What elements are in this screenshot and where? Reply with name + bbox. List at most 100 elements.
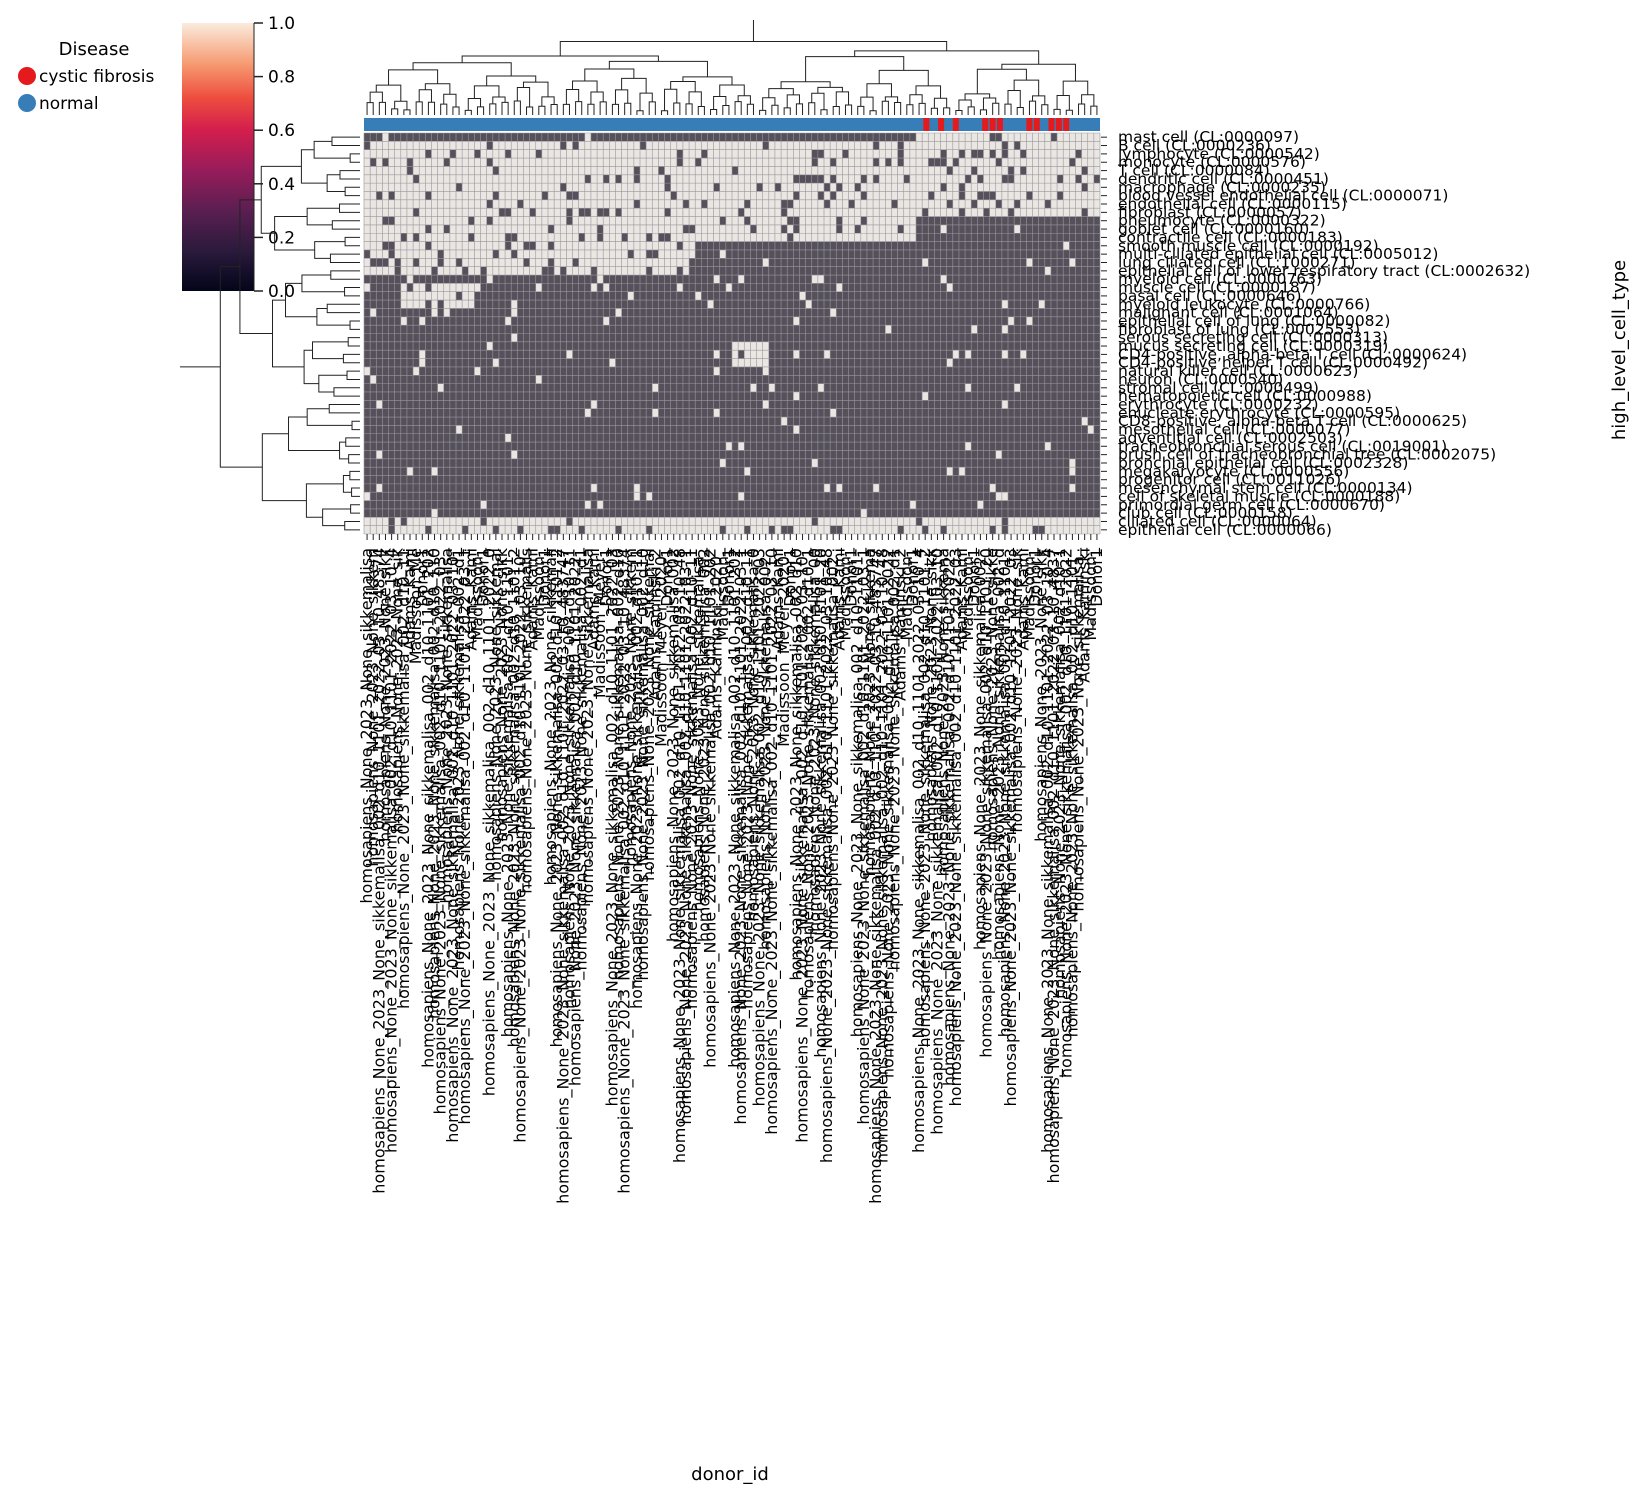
heatmap-cell bbox=[406, 216, 414, 225]
heatmap-cell bbox=[768, 233, 775, 242]
heatmap-cell bbox=[382, 525, 389, 534]
dendrogram-link bbox=[811, 92, 825, 110]
heatmap-cell bbox=[768, 149, 775, 159]
dendrogram-link bbox=[415, 101, 423, 115]
heatmap-cell bbox=[431, 208, 438, 217]
colorbar-tick-label: 0.6 bbox=[268, 121, 295, 141]
heatmap-cell bbox=[744, 174, 751, 184]
heatmap-cell bbox=[566, 258, 573, 267]
heatmap-cell bbox=[750, 216, 757, 225]
heatmap-cell bbox=[854, 174, 861, 184]
heatmap-cell bbox=[425, 183, 432, 192]
dendrogram-link bbox=[930, 107, 938, 115]
heatmap-cell bbox=[885, 325, 892, 334]
heatmap-cell bbox=[799, 141, 806, 150]
heatmap-cell bbox=[744, 141, 751, 150]
heatmap-cell bbox=[664, 166, 671, 175]
heatmap-cell bbox=[535, 258, 542, 267]
column-label: homosapiens_None_2023_None_sikkemalisa_0… bbox=[382, 548, 402, 1153]
column-label: homosapiens_None_2023_None_sikkemalisa_0 bbox=[743, 548, 763, 922]
dendrogram-link bbox=[964, 93, 991, 100]
heatmap-cell bbox=[498, 174, 506, 184]
heatmap-cell bbox=[983, 133, 990, 142]
heatmap-cell bbox=[523, 233, 530, 242]
heatmap-cell bbox=[652, 517, 659, 526]
heatmap-cell bbox=[560, 233, 567, 242]
column-label: Donor1 bbox=[964, 548, 983, 607]
heatmap-cell bbox=[615, 216, 622, 225]
heatmap-cell bbox=[781, 233, 788, 242]
heatmap-cell bbox=[1044, 133, 1051, 142]
heatmap-cell bbox=[376, 166, 383, 175]
heatmap-cell bbox=[609, 224, 616, 234]
row-label: bronchial epithelial cell (CL:0002328) bbox=[1118, 454, 1408, 472]
heatmap-cell bbox=[1001, 183, 1008, 192]
heatmap-cell bbox=[922, 166, 929, 175]
dendrogram-link bbox=[967, 106, 975, 115]
column-label: homosapiens_None_2023_None_sikkemalisa bbox=[578, 548, 598, 904]
heatmap-cell bbox=[965, 383, 972, 392]
heatmap-cell bbox=[909, 174, 916, 184]
column-label: Madissoon_ bbox=[713, 547, 733, 641]
heatmap-cell bbox=[701, 191, 708, 200]
heatmap-cell bbox=[554, 166, 561, 175]
heatmap-cell bbox=[498, 241, 506, 250]
heatmap-cell bbox=[1020, 174, 1027, 184]
y-axis-label: high_level_cell_type bbox=[1609, 260, 1630, 440]
dendrogram-link bbox=[440, 103, 448, 115]
heatmap-cell bbox=[1008, 183, 1015, 192]
heatmap-cell bbox=[590, 199, 598, 209]
heatmap-cell bbox=[394, 183, 401, 192]
heatmap-cell bbox=[928, 166, 935, 175]
heatmap-cell bbox=[762, 233, 769, 242]
dendrogram-link bbox=[516, 86, 531, 108]
heatmap-cell bbox=[566, 249, 573, 259]
heatmap-cell bbox=[836, 174, 843, 184]
dendrogram-link bbox=[587, 103, 595, 115]
heatmap-cell bbox=[517, 183, 524, 192]
heatmap-cell bbox=[541, 216, 548, 225]
heatmap-cell bbox=[394, 199, 401, 209]
heatmap-cell bbox=[676, 141, 683, 150]
heatmap-cell bbox=[640, 249, 647, 259]
heatmap-cell bbox=[443, 216, 450, 225]
heatmap-cell bbox=[842, 517, 849, 526]
heatmap-cell bbox=[603, 199, 610, 209]
heatmap-cell bbox=[394, 249, 401, 259]
column-labels: homosapiens_None_2023_None_sikkemalisa ho… bbox=[357, 534, 1106, 1204]
heatmap-cell bbox=[824, 166, 831, 175]
heatmap-cell bbox=[376, 517, 383, 526]
dendrogram-link bbox=[860, 96, 874, 111]
row-label: B cell (CL:0000236) bbox=[1118, 137, 1271, 155]
heatmap-cell bbox=[621, 174, 628, 184]
dendrogram-link bbox=[894, 102, 902, 115]
heatmap-cell bbox=[468, 208, 475, 217]
heatmap-cell bbox=[1050, 517, 1058, 526]
heatmap-cell bbox=[462, 233, 469, 242]
heatmap-cell bbox=[1057, 133, 1064, 142]
dendrogram-link bbox=[805, 56, 905, 82]
heatmap-cell bbox=[824, 158, 831, 167]
heatmap-cell bbox=[627, 291, 634, 301]
heatmap-cell bbox=[566, 224, 573, 234]
column-label: Adams_Kaminski_2020_ bbox=[707, 547, 727, 740]
heatmap-cell bbox=[609, 199, 616, 209]
heatmap-cell bbox=[995, 191, 1002, 200]
heatmap-cell bbox=[590, 525, 598, 534]
heatmap-cell bbox=[707, 149, 714, 159]
dendrogram-link bbox=[239, 199, 273, 334]
heatmap-cell bbox=[603, 249, 610, 259]
heatmap-cell bbox=[916, 158, 923, 167]
column-label: homosapiens_None_2023_None_sikkemalisa_0… bbox=[927, 548, 947, 1135]
heatmap-cell bbox=[406, 141, 414, 150]
row-label: endothelial cell (CL:0000115) bbox=[1118, 195, 1347, 213]
heatmap-cell bbox=[511, 333, 518, 342]
heatmap-cell bbox=[781, 417, 788, 426]
heatmap-cell bbox=[597, 191, 604, 200]
heatmap-cell bbox=[713, 517, 720, 526]
heatmap-cell bbox=[364, 233, 371, 242]
heatmap-cell bbox=[566, 166, 573, 175]
heatmap-cell bbox=[689, 174, 696, 184]
heatmap-cell bbox=[572, 208, 579, 217]
heatmap-cell bbox=[394, 174, 401, 184]
